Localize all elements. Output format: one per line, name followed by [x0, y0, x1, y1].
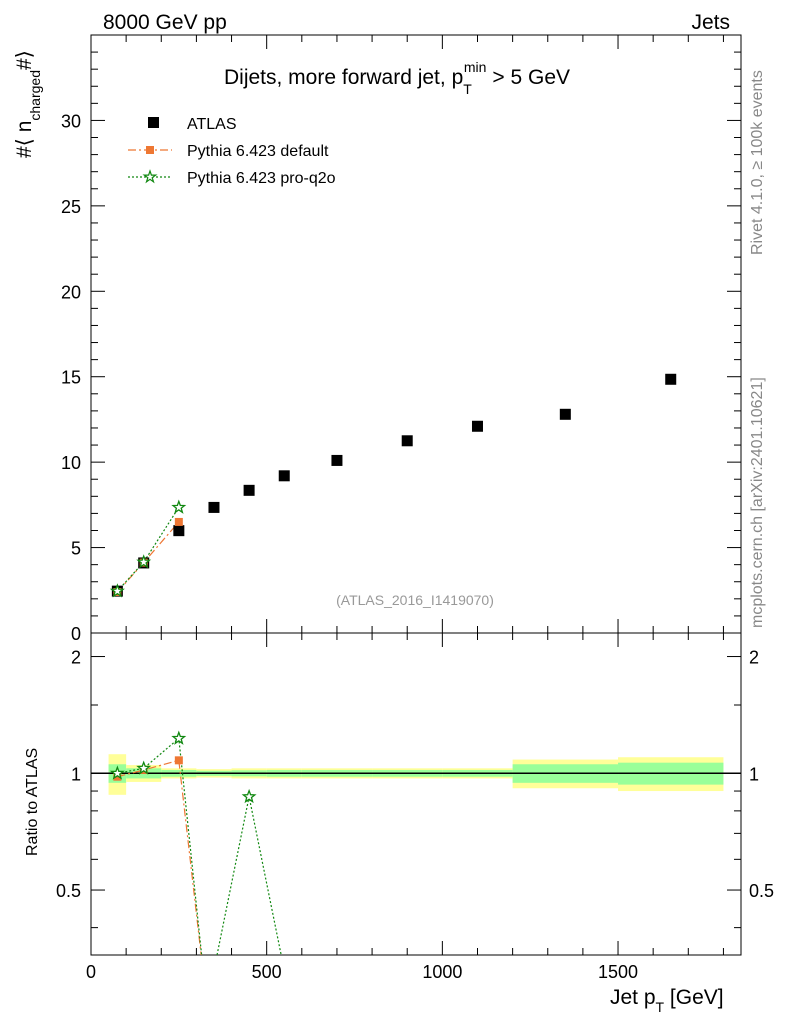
ratio-tick-label-left: 1	[71, 764, 81, 784]
atlas-point	[665, 373, 677, 385]
legend-marker-atlas	[148, 117, 159, 128]
axis-ticks: 0 500 1000 1500 0 5 10 15 20 25 30 0.5 0.5 1 1 2 2	[56, 35, 774, 982]
mcplots-label: mcplots.cern.ch [arXiv:2401.10621]	[749, 377, 766, 628]
x-tick-label: 500	[252, 962, 282, 982]
ratio-point-proq2o	[241, 788, 257, 804]
legend-marker-proq2o	[142, 169, 158, 184]
legend-label-default: Pythia 6.423 default	[187, 143, 329, 160]
x-tick-label: 0	[86, 962, 96, 982]
proq2o-point	[136, 554, 152, 569]
legend-marker-default	[146, 146, 154, 154]
header-left: 8000 GeV pp	[103, 11, 227, 34]
atlas-point	[208, 501, 220, 513]
main-series	[109, 373, 677, 598]
y-tick-label: 0	[71, 624, 81, 644]
ratio-line-proq2o	[117, 737, 282, 955]
y-tick-label: 30	[61, 111, 81, 131]
proq2o-point	[171, 499, 187, 514]
ratio-point-proq2o	[171, 730, 187, 745]
ratio-tick-label-right: 2	[749, 648, 759, 668]
proq2o-point	[109, 583, 125, 598]
atlas-point	[559, 408, 571, 420]
y-axis-label: #⟨ ncharged#⟩	[13, 50, 43, 158]
ratio-plot-area	[109, 730, 282, 955]
ratio-uncertainty-bands	[91, 754, 741, 795]
atlas-point	[331, 454, 343, 466]
header-right: Jets	[691, 11, 730, 34]
ratio-tick-label-right: 1	[749, 764, 759, 784]
y-tick-label: 5	[71, 539, 81, 559]
x-axis-label: Jet pT [GeV]	[610, 986, 724, 1015]
y-tick-label: 20	[61, 282, 81, 302]
rivet-label: Rivet 4.1.0, ≥ 100k events	[749, 70, 766, 255]
x-tick-label: 1000	[422, 962, 462, 982]
ratio-point-default	[174, 756, 183, 765]
y-tick-label: 10	[61, 453, 81, 473]
ratio-tick-label-left: 2	[71, 648, 81, 668]
legend: ATLAS Pythia 6.423 default Pythia 6.423 …	[128, 116, 336, 187]
ratio-point-proq2o	[109, 765, 125, 780]
atlas-point	[173, 525, 185, 537]
ratio-y-axis-label: Ratio to ATLAS	[24, 748, 41, 856]
ratio-series	[109, 730, 282, 955]
atlas-point	[278, 470, 290, 482]
default-point	[174, 517, 183, 526]
x-tick-label: 1500	[598, 962, 638, 982]
ratio-point-proq2o	[136, 760, 152, 775]
y-tick-label: 25	[61, 197, 81, 217]
chart-title: Dijets, more forward jet, pTmin > 5 GeV	[224, 59, 570, 97]
legend-label-proq2o: Pythia 6.423 pro-q2o	[187, 170, 336, 187]
legend-label-atlas: ATLAS	[187, 116, 237, 133]
ratio-plot-frame	[90, 632, 742, 956]
atlas-point	[243, 484, 255, 496]
y-tick-label: 15	[61, 368, 81, 388]
ratio-tick-label-right: 0.5	[749, 881, 774, 901]
atlas-point	[471, 420, 483, 432]
analysis-tag: (ATLAS_2016_I1419070)	[336, 592, 494, 608]
ratio-point-default	[113, 772, 122, 781]
series-line-proq2o	[116, 507, 180, 592]
atlas-point	[401, 435, 413, 447]
ratio-tick-label-left: 0.5	[56, 881, 81, 901]
